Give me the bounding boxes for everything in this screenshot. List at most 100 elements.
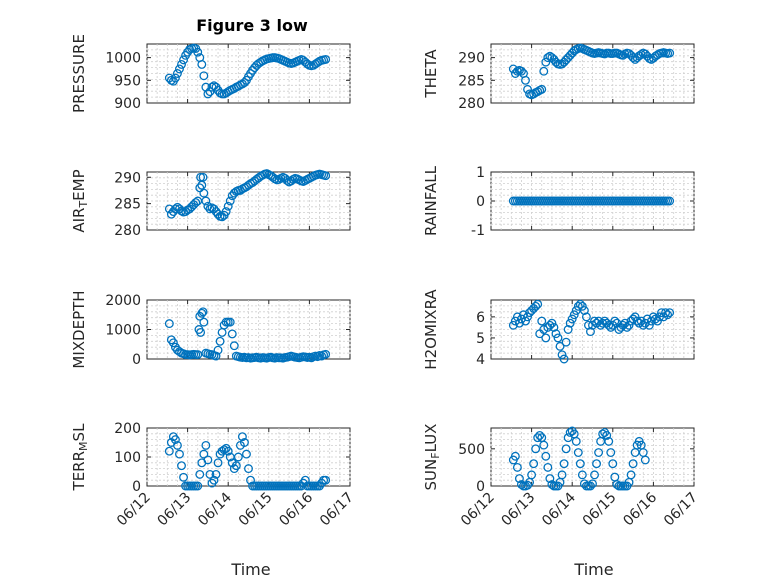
subplot-1: 900 950 1000 PRESSURE bbox=[70, 34, 351, 113]
data-point bbox=[561, 337, 571, 347]
x-tick-label: 06/17 bbox=[317, 490, 357, 530]
figure-title: Figure 3 low bbox=[196, 16, 308, 35]
data-point bbox=[197, 308, 207, 318]
data-point bbox=[606, 322, 616, 332]
data-point bbox=[191, 198, 201, 208]
data-point bbox=[579, 306, 589, 315]
x-tick-label: 06/16 bbox=[276, 489, 316, 529]
data-point bbox=[211, 469, 221, 479]
data-point bbox=[531, 301, 541, 311]
data-point bbox=[321, 171, 331, 181]
data-point bbox=[559, 354, 569, 364]
data-point bbox=[179, 55, 188, 65]
x-tick-label: 06/15 bbox=[236, 490, 276, 530]
data-point bbox=[610, 316, 620, 326]
data-point bbox=[517, 66, 526, 76]
y-axis-label: TERRMSL bbox=[70, 423, 90, 492]
data-point bbox=[321, 349, 331, 359]
data-point bbox=[565, 428, 575, 437]
data-point bbox=[237, 432, 247, 442]
data-point bbox=[594, 448, 604, 457]
data-point bbox=[239, 78, 249, 88]
data-point bbox=[547, 480, 557, 489]
data-point bbox=[608, 459, 618, 469]
data-point bbox=[598, 318, 608, 328]
y-tick-label: 285 bbox=[458, 73, 485, 89]
data-point bbox=[622, 322, 632, 332]
data-point bbox=[523, 312, 532, 322]
data-point bbox=[193, 47, 203, 57]
data-point bbox=[636, 49, 646, 59]
data-point bbox=[199, 188, 209, 198]
data-point bbox=[527, 470, 537, 480]
data-point bbox=[529, 459, 539, 469]
data-point bbox=[575, 459, 585, 469]
data-point bbox=[201, 440, 211, 450]
y-tick-label: 200 bbox=[114, 421, 141, 437]
data-point bbox=[630, 312, 640, 322]
data-point bbox=[177, 461, 186, 471]
data-point bbox=[193, 481, 203, 491]
data-point bbox=[164, 446, 174, 456]
data-point bbox=[213, 458, 223, 468]
data-point bbox=[604, 320, 614, 330]
data-point bbox=[661, 308, 671, 318]
data-point bbox=[203, 89, 213, 99]
data-point bbox=[612, 480, 622, 489]
x-tick-label: 06/12 bbox=[114, 490, 154, 530]
data-point bbox=[172, 69, 182, 78]
data-point bbox=[229, 341, 239, 351]
data-point bbox=[561, 444, 571, 454]
data-point bbox=[557, 350, 567, 360]
y-axis-label: SUNFLUX bbox=[422, 424, 442, 491]
data-point bbox=[606, 448, 616, 457]
data-point bbox=[553, 333, 563, 343]
data-point bbox=[665, 48, 675, 58]
y-tick-label: 1000 bbox=[105, 51, 141, 67]
data-point bbox=[170, 204, 180, 214]
y-axis-label: THETA bbox=[422, 49, 440, 99]
data-point bbox=[233, 452, 243, 462]
gridlines bbox=[146, 44, 351, 103]
data-point bbox=[193, 350, 203, 360]
data-point bbox=[215, 336, 225, 346]
data-point bbox=[563, 325, 573, 334]
data-point bbox=[313, 352, 322, 362]
data-point bbox=[533, 433, 543, 443]
data-point bbox=[531, 444, 541, 454]
data-point bbox=[598, 429, 608, 439]
data-point bbox=[604, 436, 614, 446]
data-point bbox=[170, 73, 180, 83]
data-point bbox=[547, 318, 557, 328]
data-point bbox=[306, 353, 316, 363]
data-point bbox=[246, 475, 255, 485]
data-point bbox=[168, 338, 178, 348]
data-point bbox=[197, 59, 207, 69]
data-point bbox=[590, 470, 599, 480]
data-point bbox=[209, 475, 219, 485]
x-tick-label: 06/14 bbox=[195, 489, 235, 529]
data-point bbox=[644, 320, 654, 330]
data-point bbox=[199, 317, 209, 327]
data-point bbox=[588, 479, 597, 489]
data-point bbox=[541, 451, 551, 461]
data-point bbox=[514, 318, 524, 328]
data-point bbox=[321, 475, 331, 485]
data-point bbox=[205, 87, 215, 97]
data-point bbox=[211, 351, 221, 361]
data-point bbox=[592, 459, 602, 469]
data-point bbox=[321, 54, 331, 64]
subplot-6: 4 5 6 H2OMIXRA bbox=[422, 289, 695, 370]
y-tick-label: 280 bbox=[458, 96, 485, 112]
data-point bbox=[231, 461, 241, 471]
data-point bbox=[201, 196, 211, 206]
data-point bbox=[317, 351, 327, 361]
data-point bbox=[244, 464, 253, 474]
series-markers bbox=[164, 169, 331, 222]
subplot-5: 0 1000 2000 MIXDEPTH bbox=[70, 290, 351, 369]
y-tick-label: 280 bbox=[114, 223, 141, 239]
data-point bbox=[521, 75, 530, 85]
y-tick-label: 100 bbox=[114, 450, 141, 466]
data-point bbox=[535, 430, 545, 440]
